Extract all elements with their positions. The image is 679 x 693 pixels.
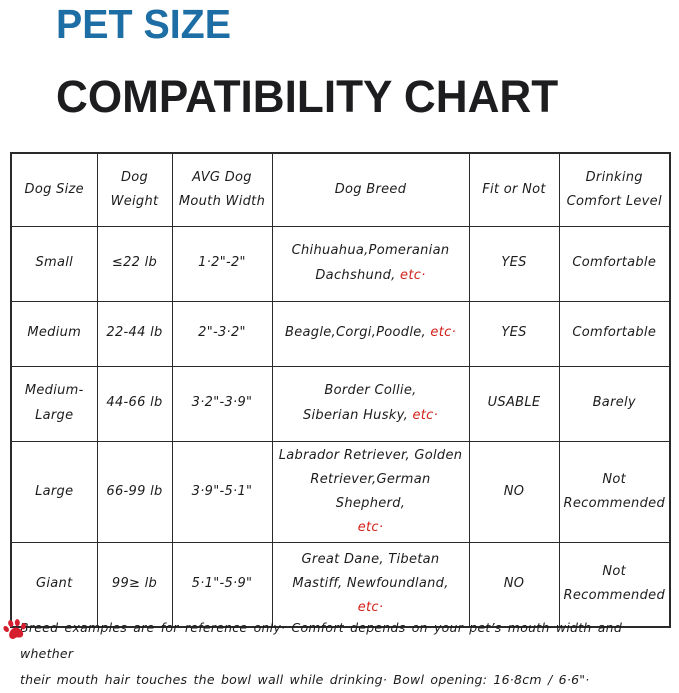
breed-names: Great Dane, Tibetan Mastiff, Newfoundlan… <box>292 552 449 592</box>
compatibility-table: Dog Size Dog Weight AVG Dog Mouth Width … <box>10 152 671 629</box>
table-header-row: Dog Size Dog Weight AVG Dog Mouth Width … <box>10 152 671 227</box>
cell-weight: ≤22 lb <box>96 225 173 302</box>
header-dog-breed: Dog Breed <box>271 152 470 227</box>
breed-names: Border Collie, Siberian Husky, <box>302 383 417 423</box>
cell-breed: Chihuahua,Pomeranian Dachshund, etc· <box>271 225 470 302</box>
table-row-medium: Medium 22-44 lb 2"-3·2" Beagle,Corgi,Poo… <box>10 300 671 367</box>
cell-comfort: Not Recommended <box>558 541 671 628</box>
cell-comfort: Comfortable <box>558 300 671 367</box>
table-row-medium-large: Medium- Large 44-66 lb 3·2"-3·9" Border … <box>10 365 671 442</box>
breed-etc: etc· <box>357 519 384 535</box>
footnote-text: Breed examples are for reference only· C… <box>20 620 623 687</box>
cell-comfort: Barely <box>558 365 671 442</box>
table-row-small: Small ≤22 lb 1·2"-2" Chihuahua,Pomerania… <box>10 225 671 302</box>
breed-etc: etc· <box>412 407 439 423</box>
cell-weight: 99≥ lb <box>96 541 173 628</box>
cell-mouth-width: 2"-3·2" <box>171 300 273 367</box>
cell-size: Large <box>10 440 98 543</box>
cell-fit: USABLE <box>468 365 560 442</box>
cell-weight: 66-99 lb <box>96 440 173 543</box>
paw-icon <box>3 619 26 640</box>
breed-etc: etc· <box>400 267 426 283</box>
cell-size: Giant <box>10 541 98 628</box>
cell-weight: 22-44 lb <box>96 300 173 367</box>
cell-breed: Labrador Retriever, Golden Retriever,Ger… <box>271 440 470 543</box>
header-comfort-level: Drinking Comfort Level <box>558 152 671 227</box>
cell-fit: NO <box>468 541 560 628</box>
cell-breed: Beagle,Corgi,Poodle, etc· <box>271 300 470 367</box>
cell-breed: Great Dane, Tibetan Mastiff, Newfoundlan… <box>271 541 470 628</box>
cell-fit: YES <box>468 225 560 302</box>
breed-etc: etc· <box>357 600 384 616</box>
cell-breed: Border Collie, Siberian Husky, etc· <box>271 365 470 442</box>
breed-names: Chihuahua,Pomeranian Dachshund, <box>291 243 450 283</box>
cell-mouth-width: 1·2"-2" <box>171 225 273 302</box>
breed-names: Beagle,Corgi,Poodle, <box>285 325 431 341</box>
cell-size: Medium- Large <box>10 365 98 442</box>
cell-fit: YES <box>468 300 560 367</box>
header-mouth-width: AVG Dog Mouth Width <box>171 152 273 227</box>
header-dog-size: Dog Size <box>10 152 98 227</box>
cell-fit: NO <box>468 440 560 543</box>
cell-comfort: Comfortable <box>558 225 671 302</box>
cell-weight: 44-66 lb <box>96 365 173 442</box>
breed-names: Labrador Retriever, Golden Retriever,Ger… <box>278 447 463 511</box>
page-title-compatibility-chart: COMPATIBILITY CHART <box>56 71 559 122</box>
cell-mouth-width: 5·1"-5·9" <box>171 541 273 628</box>
cell-mouth-width: 3·9"-5·1" <box>171 440 273 543</box>
table-row-large: Large 66-99 lb 3·9"-5·1" Labrador Retrie… <box>10 440 671 543</box>
cell-mouth-width: 3·2"-3·9" <box>171 365 273 442</box>
table-row-giant: Giant 99≥ lb 5·1"-5·9" Great Dane, Tibet… <box>10 541 671 628</box>
breed-etc: etc· <box>430 325 456 341</box>
footnote: Breed examples are for reference only· C… <box>0 615 679 693</box>
cell-comfort: Not Recommended <box>558 440 671 543</box>
cell-size: Small <box>10 225 98 302</box>
header-fit-or-not: Fit or Not <box>468 152 560 227</box>
cell-size: Medium <box>10 300 98 367</box>
header-dog-weight: Dog Weight <box>96 152 173 227</box>
page-title-pet-size: PET SIZE <box>56 1 231 47</box>
